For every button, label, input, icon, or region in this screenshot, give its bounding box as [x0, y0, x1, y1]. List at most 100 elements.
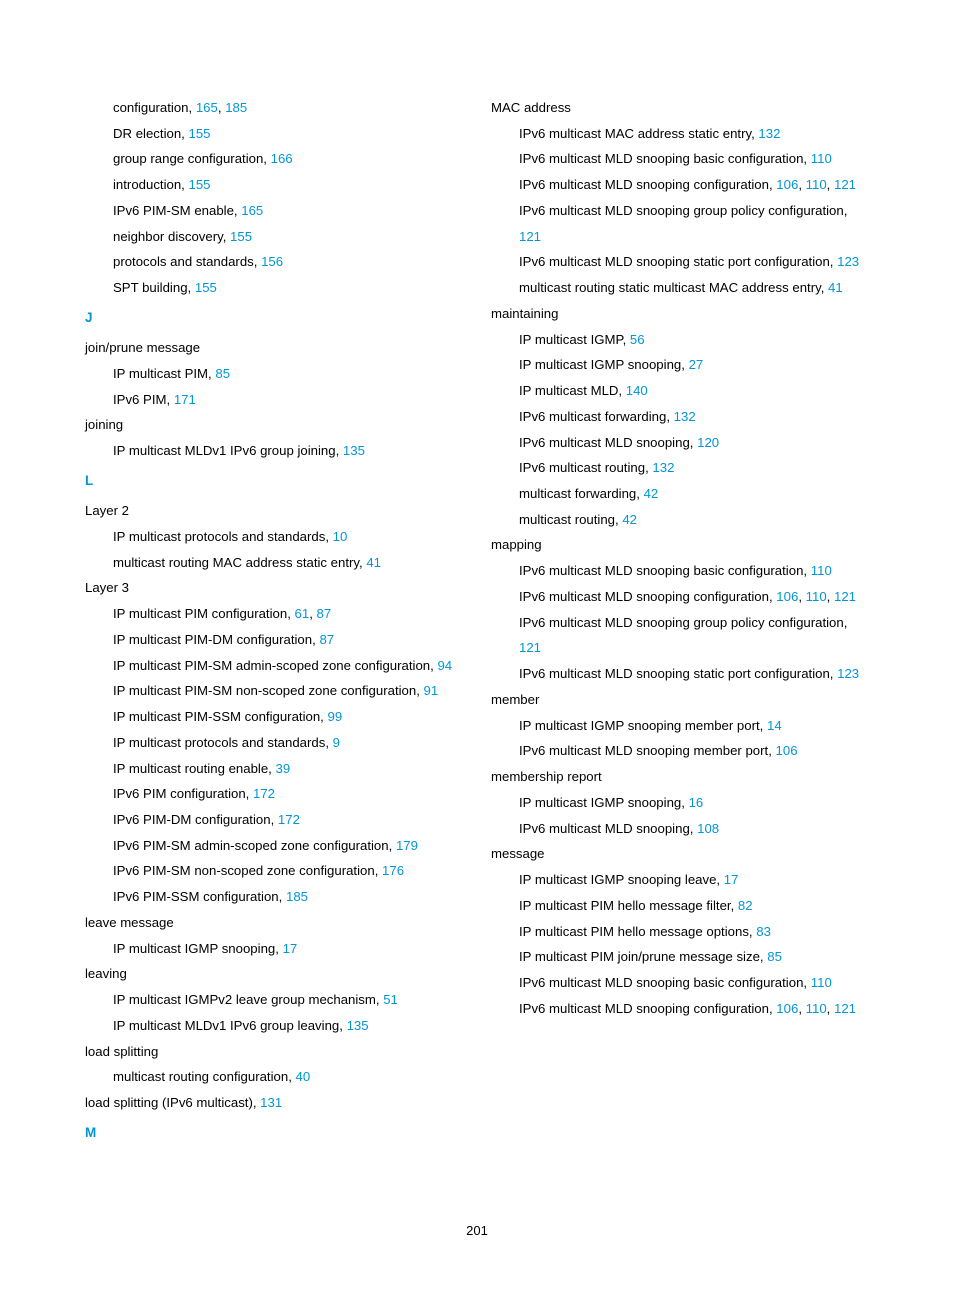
page-ref-link[interactable]: 83 — [756, 924, 771, 939]
page-ref-link[interactable]: 120 — [697, 435, 719, 450]
index-subentry: IP multicast IGMP snooping, 16 — [519, 790, 869, 816]
index-term: mapping — [491, 532, 869, 558]
index-subentry: neighbor discovery, 155 — [113, 224, 463, 250]
page-ref-link[interactable]: 82 — [738, 898, 753, 913]
index-subentry: IP multicast PIM-DM configuration, 87 — [113, 627, 463, 653]
index-entry-text: IP multicast IGMP snooping, — [519, 357, 689, 372]
page-ref-link[interactable]: 121 — [834, 177, 856, 192]
page-ref-link[interactable]: 179 — [396, 838, 418, 853]
page-ref-link[interactable]: 140 — [626, 383, 648, 398]
index-term: Layer 3 — [85, 575, 463, 601]
page-ref-link[interactable]: 131 — [260, 1095, 282, 1110]
page-ref-link[interactable]: 110 — [811, 563, 832, 578]
index-entry-text: IPv6 multicast MAC address static entry, — [519, 126, 758, 141]
page-ref-link[interactable]: 123 — [837, 666, 859, 681]
index-subentry: multicast routing configuration, 40 — [113, 1064, 463, 1090]
index-entry-text: IPv6 multicast MLD snooping basic config… — [519, 151, 811, 166]
page-ref-link[interactable]: 132 — [652, 460, 674, 475]
page-ref-link[interactable]: 106 — [776, 589, 798, 604]
page-ref-link[interactable]: 108 — [697, 821, 719, 836]
page-ref-link[interactable]: 17 — [724, 872, 739, 887]
index-subentry: IP multicast IGMP snooping, 17 — [113, 936, 463, 962]
page-ref-link[interactable]: 135 — [343, 443, 365, 458]
page-ref-link[interactable]: 132 — [674, 409, 696, 424]
index-entry-text: IPv6 multicast MLD snooping basic config… — [519, 975, 811, 990]
index-entry-text: IP multicast IGMPv2 leave group mechanis… — [113, 992, 383, 1007]
index-subentry: IPv6 multicast MAC address static entry,… — [519, 121, 869, 147]
page-ref-link[interactable]: 185 — [286, 889, 308, 904]
page-ref-link[interactable]: 99 — [328, 709, 343, 724]
page-ref-link[interactable]: 41 — [828, 280, 843, 295]
page-ref-link[interactable]: 155 — [230, 229, 252, 244]
index-entry-text: IPv6 multicast MLD snooping static port … — [519, 666, 837, 681]
page-ref-link[interactable]: 39 — [276, 761, 291, 776]
page-ref-link[interactable]: 110 — [811, 975, 832, 990]
page-ref-link[interactable]: 155 — [189, 126, 211, 141]
page-ref-link[interactable]: 110 — [806, 589, 827, 604]
index-entry-text: IP multicast PIM hello message filter, — [519, 898, 738, 913]
page-ref-link[interactable]: 121 — [519, 640, 541, 655]
page-ref-link[interactable]: 110 — [811, 151, 832, 166]
index-subentry: IP multicast PIM hello message filter, 8… — [519, 893, 869, 919]
index-entry-text: IP multicast MLDv1 IPv6 group leaving, — [113, 1018, 347, 1033]
page-ref-link[interactable]: 10 — [333, 529, 348, 544]
page-ref-link[interactable]: 85 — [767, 949, 782, 964]
page-ref-link[interactable]: 87 — [317, 606, 332, 621]
page-ref-link[interactable]: 172 — [253, 786, 275, 801]
page-ref-link[interactable]: 42 — [644, 486, 659, 501]
index-subentry: group range configuration, 166 — [113, 146, 463, 172]
page-ref-link[interactable]: 123 — [837, 254, 859, 269]
page-ref-link[interactable]: 166 — [271, 151, 293, 166]
page-ref-link[interactable]: 172 — [278, 812, 300, 827]
page-ref-link[interactable]: 121 — [519, 229, 541, 244]
page-ref-link[interactable]: 85 — [215, 366, 230, 381]
page-ref-link[interactable]: 61 — [295, 606, 310, 621]
page-ref-link[interactable]: 106 — [776, 177, 798, 192]
page-ref-link[interactable]: 156 — [261, 254, 283, 269]
page-ref-link[interactable]: 110 — [806, 177, 827, 192]
page-ref-link[interactable]: 155 — [195, 280, 217, 295]
page-ref-link[interactable]: 176 — [382, 863, 404, 878]
index-subentry: multicast forwarding, 42 — [519, 481, 869, 507]
page-ref-link[interactable]: 185 — [225, 100, 247, 115]
index-entry-text: IPv6 multicast MLD snooping group policy… — [519, 203, 847, 218]
index-entry-text: IP multicast IGMP snooping leave, — [519, 872, 724, 887]
page-ref-link[interactable]: 155 — [189, 177, 211, 192]
page-ref-link[interactable]: 121 — [834, 1001, 856, 1016]
page-ref-link[interactable]: 87 — [319, 632, 334, 647]
index-subentry: IP multicast PIM-SSM configuration, 99 — [113, 704, 463, 730]
index-entry-text: IPv6 multicast MLD snooping static port … — [519, 254, 837, 269]
page-ref-link[interactable]: 40 — [296, 1069, 311, 1084]
page-ref-link[interactable]: 42 — [622, 512, 637, 527]
page-ref-link[interactable]: 165 — [241, 203, 263, 218]
index-entry-text: IP multicast PIM join/prune message size… — [519, 949, 767, 964]
page-ref-link[interactable]: 165 — [196, 100, 218, 115]
index-entry-text: IPv6 PIM-SM non-scoped zone configuratio… — [113, 863, 382, 878]
separator: , — [798, 177, 805, 192]
index-entry-text: IP multicast IGMP, — [519, 332, 630, 347]
separator: , — [827, 1001, 834, 1016]
page-ref-link[interactable]: 94 — [437, 658, 452, 673]
page-ref-link[interactable]: 14 — [767, 718, 782, 733]
page-ref-link[interactable]: 91 — [424, 683, 439, 698]
page-ref-link[interactable]: 110 — [806, 1001, 827, 1016]
index-subentry: IPv6 PIM configuration, 172 — [113, 781, 463, 807]
page-ref-link[interactable]: 56 — [630, 332, 645, 347]
page-ref-link[interactable]: 132 — [758, 126, 780, 141]
page-ref-link[interactable]: 9 — [333, 735, 340, 750]
page-ref-link[interactable]: 51 — [383, 992, 398, 1007]
page-ref-link[interactable]: 106 — [776, 1001, 798, 1016]
page-ref-link[interactable]: 171 — [174, 392, 196, 407]
index-entry-text: IPv6 multicast forwarding, — [519, 409, 674, 424]
page-ref-link[interactable]: 106 — [776, 743, 798, 758]
page-ref-link[interactable]: 27 — [689, 357, 704, 372]
page-ref-link[interactable]: 16 — [689, 795, 704, 810]
page-ref-link[interactable]: 135 — [347, 1018, 369, 1033]
index-subentry: IP multicast PIM, 85 — [113, 361, 463, 387]
index-subentry: multicast routing MAC address static ent… — [113, 550, 463, 576]
page-ref-link[interactable]: 41 — [366, 555, 381, 570]
page-ref-link[interactable]: 121 — [834, 589, 856, 604]
index-term: joining — [85, 412, 463, 438]
index-subentry: IP multicast protocols and standards, 9 — [113, 730, 463, 756]
page-ref-link[interactable]: 17 — [283, 941, 298, 956]
